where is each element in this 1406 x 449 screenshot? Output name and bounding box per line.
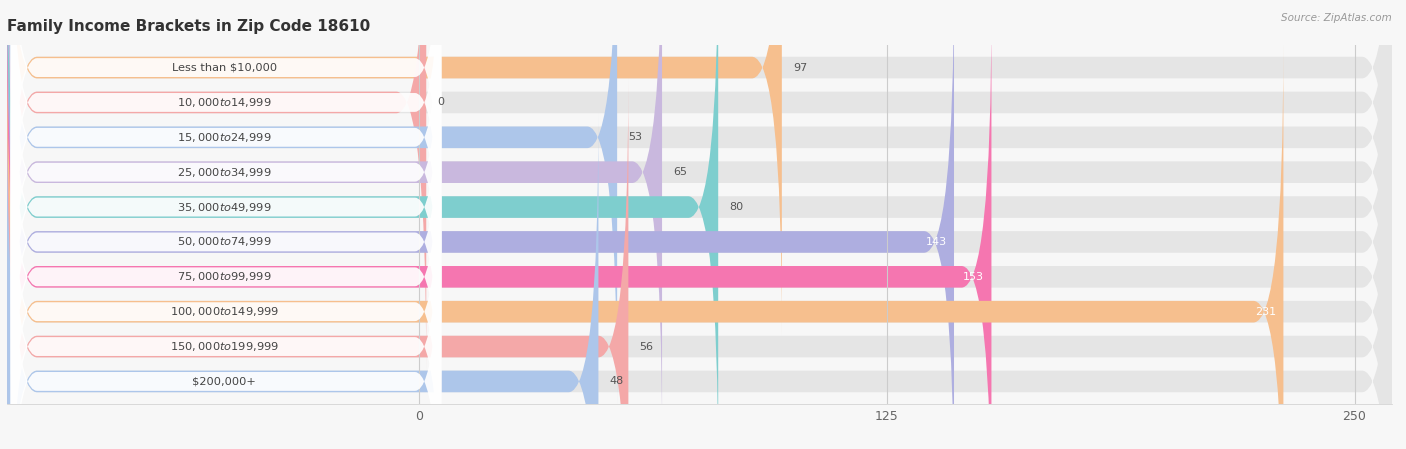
FancyBboxPatch shape (7, 0, 426, 370)
FancyBboxPatch shape (7, 0, 1392, 370)
FancyBboxPatch shape (7, 0, 662, 440)
FancyBboxPatch shape (11, 0, 441, 337)
FancyBboxPatch shape (7, 79, 1392, 449)
FancyBboxPatch shape (11, 42, 441, 449)
Text: $75,000 to $99,999: $75,000 to $99,999 (177, 270, 271, 283)
Text: $150,000 to $199,999: $150,000 to $199,999 (170, 340, 278, 353)
FancyBboxPatch shape (7, 0, 782, 336)
FancyBboxPatch shape (11, 0, 441, 442)
Text: 231: 231 (1254, 307, 1275, 317)
Text: 56: 56 (640, 342, 654, 352)
FancyBboxPatch shape (7, 9, 1392, 449)
Text: 153: 153 (963, 272, 984, 282)
FancyBboxPatch shape (7, 113, 1392, 449)
Text: Family Income Brackets in Zip Code 18610: Family Income Brackets in Zip Code 18610 (7, 19, 370, 34)
Text: $25,000 to $34,999: $25,000 to $34,999 (177, 166, 271, 179)
Text: 97: 97 (793, 62, 807, 73)
Text: 0: 0 (437, 97, 444, 107)
Text: $10,000 to $14,999: $10,000 to $14,999 (177, 96, 271, 109)
FancyBboxPatch shape (11, 0, 441, 372)
Text: 80: 80 (730, 202, 744, 212)
Text: Less than $10,000: Less than $10,000 (172, 62, 277, 73)
FancyBboxPatch shape (7, 0, 617, 405)
FancyBboxPatch shape (7, 0, 1392, 440)
FancyBboxPatch shape (11, 7, 441, 449)
Text: $15,000 to $24,999: $15,000 to $24,999 (177, 131, 271, 144)
FancyBboxPatch shape (11, 0, 441, 407)
FancyBboxPatch shape (7, 0, 1392, 449)
Text: 48: 48 (610, 376, 624, 387)
FancyBboxPatch shape (7, 79, 628, 449)
Text: 53: 53 (628, 132, 643, 142)
FancyBboxPatch shape (7, 0, 1392, 405)
FancyBboxPatch shape (7, 113, 599, 449)
FancyBboxPatch shape (11, 147, 441, 449)
FancyBboxPatch shape (7, 44, 1284, 449)
FancyBboxPatch shape (11, 0, 441, 302)
Text: $50,000 to $74,999: $50,000 to $74,999 (177, 235, 271, 248)
Text: $35,000 to $49,999: $35,000 to $49,999 (177, 201, 271, 214)
FancyBboxPatch shape (7, 44, 1392, 449)
Text: $100,000 to $149,999: $100,000 to $149,999 (170, 305, 278, 318)
Text: Source: ZipAtlas.com: Source: ZipAtlas.com (1281, 13, 1392, 23)
FancyBboxPatch shape (7, 0, 1392, 336)
FancyBboxPatch shape (11, 77, 441, 449)
FancyBboxPatch shape (7, 9, 991, 449)
FancyBboxPatch shape (11, 112, 441, 449)
FancyBboxPatch shape (7, 0, 1392, 449)
Text: 65: 65 (673, 167, 688, 177)
FancyBboxPatch shape (7, 0, 955, 449)
Text: 143: 143 (925, 237, 946, 247)
FancyBboxPatch shape (7, 0, 718, 449)
Text: $200,000+: $200,000+ (193, 376, 256, 387)
